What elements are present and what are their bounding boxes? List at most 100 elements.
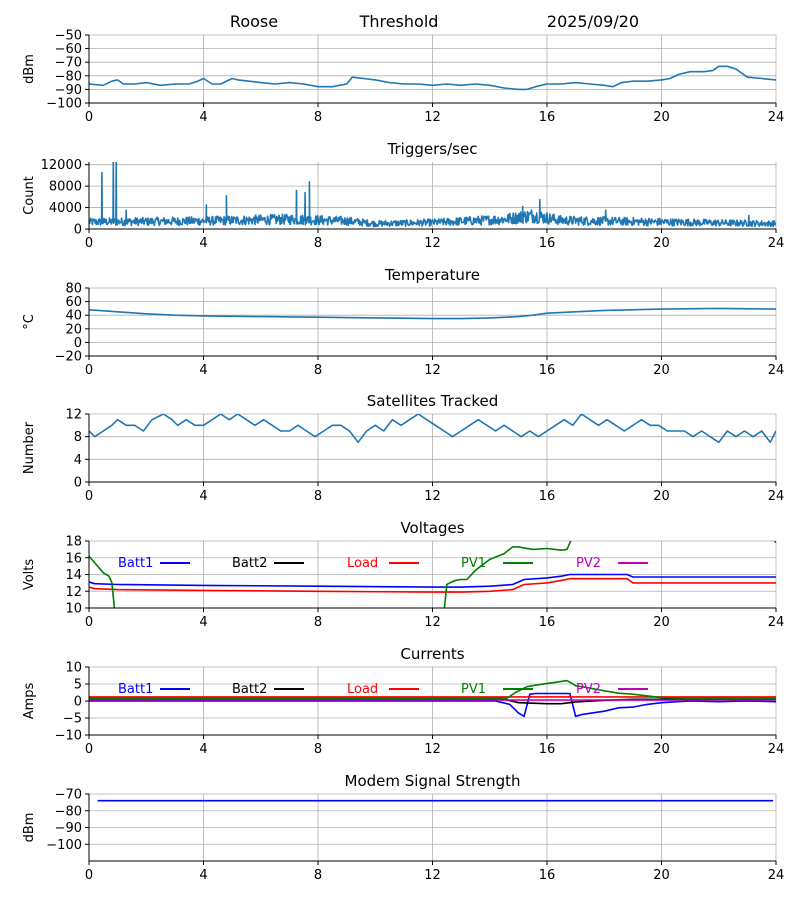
x-tick-label: 12	[424, 615, 441, 630]
x-tick-label: 16	[539, 489, 556, 504]
y-axis-label: °C	[22, 314, 37, 330]
series-line-temperature	[89, 307, 776, 320]
x-tick-label: 4	[199, 236, 207, 251]
x-tick-label: 12	[424, 110, 441, 125]
y-axis-label: Number	[22, 421, 37, 474]
y-tick-label: −90	[55, 821, 82, 836]
x-tick-label: 0	[85, 868, 93, 883]
chart-title: Temperature	[384, 266, 480, 284]
x-tick-label: 8	[314, 868, 322, 883]
legend-label-load: Load	[347, 682, 378, 697]
x-tick-label: 24	[768, 615, 785, 630]
y-tick-label: −50	[55, 29, 82, 44]
legend-label-load: Load	[347, 556, 378, 571]
series-line-batt1	[89, 573, 776, 588]
x-tick-label: 16	[539, 742, 556, 757]
x-tick-label: 24	[768, 742, 785, 757]
y-tick-label: 40	[65, 309, 82, 324]
y-tick-label: −80	[55, 804, 82, 819]
y-tick-label: −70	[55, 788, 82, 803]
y-tick-label: −10	[55, 729, 82, 744]
x-tick-label: 20	[653, 742, 670, 757]
y-tick-label: −20	[55, 350, 82, 365]
x-tick-label: 8	[314, 110, 322, 125]
chart-panel-2: 0 4 8 12 16 20 24 0 4000 8000 12000 Triggers/sec Cou…	[22, 140, 784, 251]
x-tick-label: 12	[424, 489, 441, 504]
x-tick-label: 8	[314, 236, 322, 251]
x-tick-label: 16	[539, 363, 556, 378]
legend-label-pv2: PV2	[576, 682, 601, 697]
y-axis-label: dBm	[22, 54, 37, 84]
y-tick-label: −90	[55, 83, 82, 98]
x-tick-label: 24	[768, 489, 785, 504]
x-tick-label: 20	[653, 110, 670, 125]
x-tick-label: 20	[653, 236, 670, 251]
y-tick-label: 60	[65, 295, 82, 310]
y-tick-label: 0	[74, 476, 82, 491]
x-tick-label: 20	[653, 615, 670, 630]
x-tick-label: 0	[85, 742, 93, 757]
chart-title: Triggers/sec	[387, 140, 478, 158]
x-tick-label: 16	[539, 236, 556, 251]
x-tick-label: 4	[199, 489, 207, 504]
y-axis-label: dBm	[22, 813, 37, 843]
chart-panel-1: 0 4 8 12 16 20 24 −100−90−80−70−60−50 dBm	[22, 29, 784, 126]
y-axis-label: Count	[22, 176, 37, 215]
chart-title: Modem Signal Strength	[345, 772, 521, 790]
y-tick-label: 20	[65, 322, 82, 337]
x-tick-label: 0	[85, 615, 93, 630]
y-tick-label: −70	[55, 56, 82, 71]
x-tick-label: 4	[199, 868, 207, 883]
x-tick-label: 16	[539, 615, 556, 630]
y-tick-label: −100	[46, 838, 82, 853]
y-tick-label: 10	[65, 602, 82, 617]
trigger-mode: Threshold	[359, 12, 439, 31]
y-tick-label: 14	[65, 568, 82, 583]
series-line-signal	[89, 65, 776, 91]
legend-label-pv1: PV1	[461, 556, 486, 571]
chart-title: Voltages	[400, 519, 464, 537]
x-tick-label: 8	[314, 615, 322, 630]
x-tick-label: 8	[314, 489, 322, 504]
report-date: 2025/09/20	[547, 12, 639, 31]
y-tick-label: 16	[65, 551, 82, 566]
y-tick-label: 10	[65, 661, 82, 676]
y-tick-label: 12	[65, 585, 82, 600]
legend-label-batt2: Batt2	[232, 556, 267, 571]
station-name: Roose	[230, 12, 278, 31]
x-tick-label: 8	[314, 742, 322, 757]
x-tick-label: 4	[199, 363, 207, 378]
series-line-load	[89, 577, 776, 593]
x-tick-label: 24	[768, 110, 785, 125]
y-tick-label: 0	[74, 336, 82, 351]
series-line-pv1	[89, 679, 776, 700]
x-tick-label: 12	[424, 868, 441, 883]
legend-label-pv1: PV1	[461, 682, 486, 697]
y-tick-label: 0	[74, 695, 82, 710]
y-tick-label: 4000	[49, 201, 82, 216]
legend-label-batt2: Batt2	[232, 682, 267, 697]
x-tick-label: 12	[424, 236, 441, 251]
y-tick-label: 8	[74, 430, 82, 445]
legend-label-batt1: Batt1	[118, 556, 153, 571]
x-tick-label: 16	[539, 110, 556, 125]
x-tick-label: 16	[539, 868, 556, 883]
y-tick-label: 12000	[41, 158, 82, 173]
y-tick-label: 80	[65, 282, 82, 297]
x-tick-label: 20	[653, 489, 670, 504]
series-line-pv1	[89, 541, 776, 608]
x-tick-label: 4	[199, 615, 207, 630]
y-tick-label: 18	[65, 535, 82, 550]
series-line-triggers	[89, 162, 776, 228]
x-tick-label: 0	[85, 489, 93, 504]
x-tick-label: 8	[314, 363, 322, 378]
y-axis-label: Volts	[22, 559, 37, 591]
x-tick-label: 12	[424, 742, 441, 757]
x-tick-label: 4	[199, 742, 207, 757]
y-tick-label: −60	[55, 42, 82, 57]
chart-title: Satellites Tracked	[367, 392, 498, 410]
